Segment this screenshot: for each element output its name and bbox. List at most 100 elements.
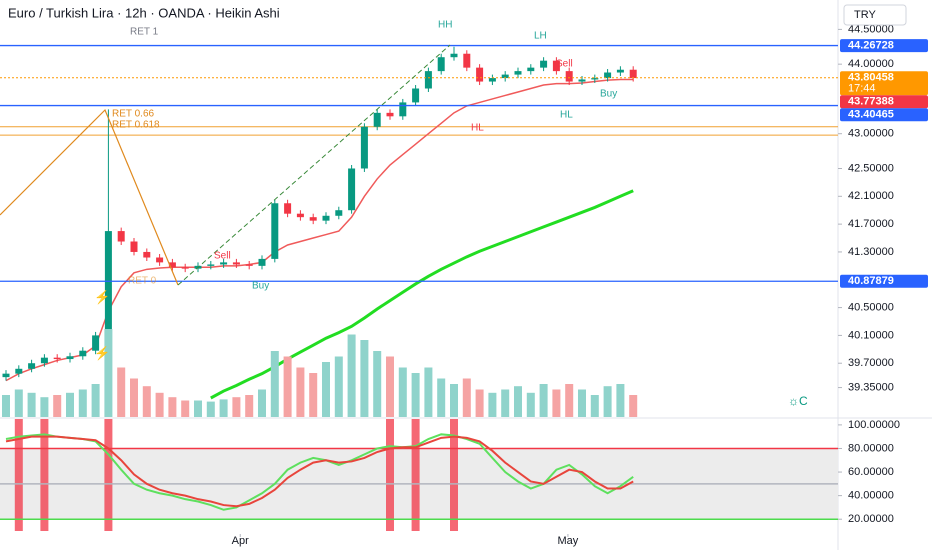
icon: ⚡ xyxy=(94,345,110,361)
candle-body xyxy=(309,217,317,221)
candle-body xyxy=(437,57,445,72)
overbought-bar xyxy=(14,419,23,531)
candle-body xyxy=(463,53,471,68)
volume-bar xyxy=(526,392,535,417)
volume-bar xyxy=(462,378,471,417)
volume-bar xyxy=(322,362,330,417)
volume-bar xyxy=(590,395,599,417)
y-tick-label: 39.70000 xyxy=(848,357,894,369)
candle-body xyxy=(540,60,548,68)
y-tick-label: 42.10000 xyxy=(848,190,894,202)
candle-body xyxy=(450,53,458,58)
y-tick-label: 39.35000 xyxy=(848,381,894,393)
countdown: 17:44 xyxy=(848,83,876,95)
candle-body xyxy=(117,231,125,242)
annotation: Buy xyxy=(252,281,269,292)
volume-bar xyxy=(629,395,638,417)
annotation: LH xyxy=(534,31,547,42)
volume-bar xyxy=(206,401,215,417)
volume-bar xyxy=(91,384,100,417)
candle-body xyxy=(258,258,266,266)
candle-body xyxy=(488,78,496,82)
y-tick-label: 42.50000 xyxy=(848,162,894,174)
candle-body xyxy=(66,356,74,360)
volume-bar xyxy=(283,356,292,417)
candle-body xyxy=(271,203,279,259)
oscillator-line xyxy=(5,435,634,508)
candle-body xyxy=(15,368,23,374)
candle-body xyxy=(360,126,368,169)
candle-body xyxy=(476,67,484,82)
y-tick-label: 44.50000 xyxy=(848,23,894,35)
price-level-box xyxy=(840,274,928,288)
candle-body xyxy=(399,102,407,117)
volume-bar xyxy=(424,367,433,417)
candle-body xyxy=(514,71,522,75)
overbought-bar xyxy=(40,419,49,531)
overbought-bar xyxy=(104,419,113,531)
candle-body xyxy=(143,251,151,258)
y-tick-label: 44.00000 xyxy=(848,58,894,70)
volume-bar xyxy=(130,378,138,417)
x-tick-label: May xyxy=(558,535,579,547)
volume-bar xyxy=(270,351,279,417)
volume-bar xyxy=(552,389,561,417)
volume-bar xyxy=(66,392,74,417)
price-level-label: 43.40465 xyxy=(848,109,894,121)
fib-trend xyxy=(0,108,179,286)
y-tick-label: 41.70000 xyxy=(848,218,894,230)
overbought-bar xyxy=(450,419,458,531)
candle-body xyxy=(168,262,176,268)
candle-body xyxy=(501,74,509,79)
volume-bar xyxy=(501,389,510,417)
volume-bar xyxy=(168,397,177,417)
candle-body xyxy=(616,69,624,73)
icon: ⚡ xyxy=(94,289,110,305)
annotation: RET 0.618 xyxy=(112,120,160,131)
volume-bar xyxy=(398,367,407,417)
currency-box[interactable] xyxy=(843,4,907,26)
price-level-box xyxy=(840,39,928,53)
volume-bar xyxy=(53,395,62,417)
volume-bar xyxy=(117,367,126,417)
y-tick-label: 40.00000 xyxy=(848,490,894,502)
candle-body xyxy=(220,262,228,265)
annotation: Sell xyxy=(214,251,231,262)
candle-body xyxy=(578,79,586,82)
volume-bar xyxy=(219,399,228,417)
volume-bar xyxy=(514,386,522,417)
volume-bar xyxy=(78,389,87,417)
annotation: RET 0.66 xyxy=(112,109,154,120)
candle-body xyxy=(296,213,304,218)
candle-body xyxy=(552,60,560,72)
y-tick-label: 20.00000 xyxy=(848,513,894,525)
candle-body xyxy=(207,264,215,266)
price-level-label: 43.80458 xyxy=(848,72,894,84)
moving-average xyxy=(210,189,634,400)
volume-bar xyxy=(616,384,625,417)
volume-bar xyxy=(539,384,548,417)
annotation: Sell xyxy=(556,59,573,70)
annotation: Buy xyxy=(600,89,617,100)
volume-bar xyxy=(142,386,151,417)
volume-bar xyxy=(347,334,356,417)
overbought-bar xyxy=(411,419,420,531)
candle-body xyxy=(604,72,612,79)
y-tick-label: 100.00000 xyxy=(848,419,900,431)
chart-title: Euro / Turkish Lira · 12h · OANDA · Heik… xyxy=(8,5,280,20)
candle-body xyxy=(130,241,138,252)
y-tick-label: 40.50000 xyxy=(848,301,894,313)
annotation: RET 0 xyxy=(128,276,157,287)
price-level-label: 44.26728 xyxy=(848,39,894,51)
candle-body xyxy=(156,257,164,263)
volume-bar xyxy=(258,389,266,417)
volume-bar xyxy=(181,400,190,417)
candle-body xyxy=(424,71,432,89)
volume-bar xyxy=(450,384,458,417)
volume-bar xyxy=(578,389,586,417)
candle-body xyxy=(527,67,535,72)
volume-bar xyxy=(360,340,369,417)
volume-bar xyxy=(411,373,420,417)
volume-bar xyxy=(475,389,484,417)
